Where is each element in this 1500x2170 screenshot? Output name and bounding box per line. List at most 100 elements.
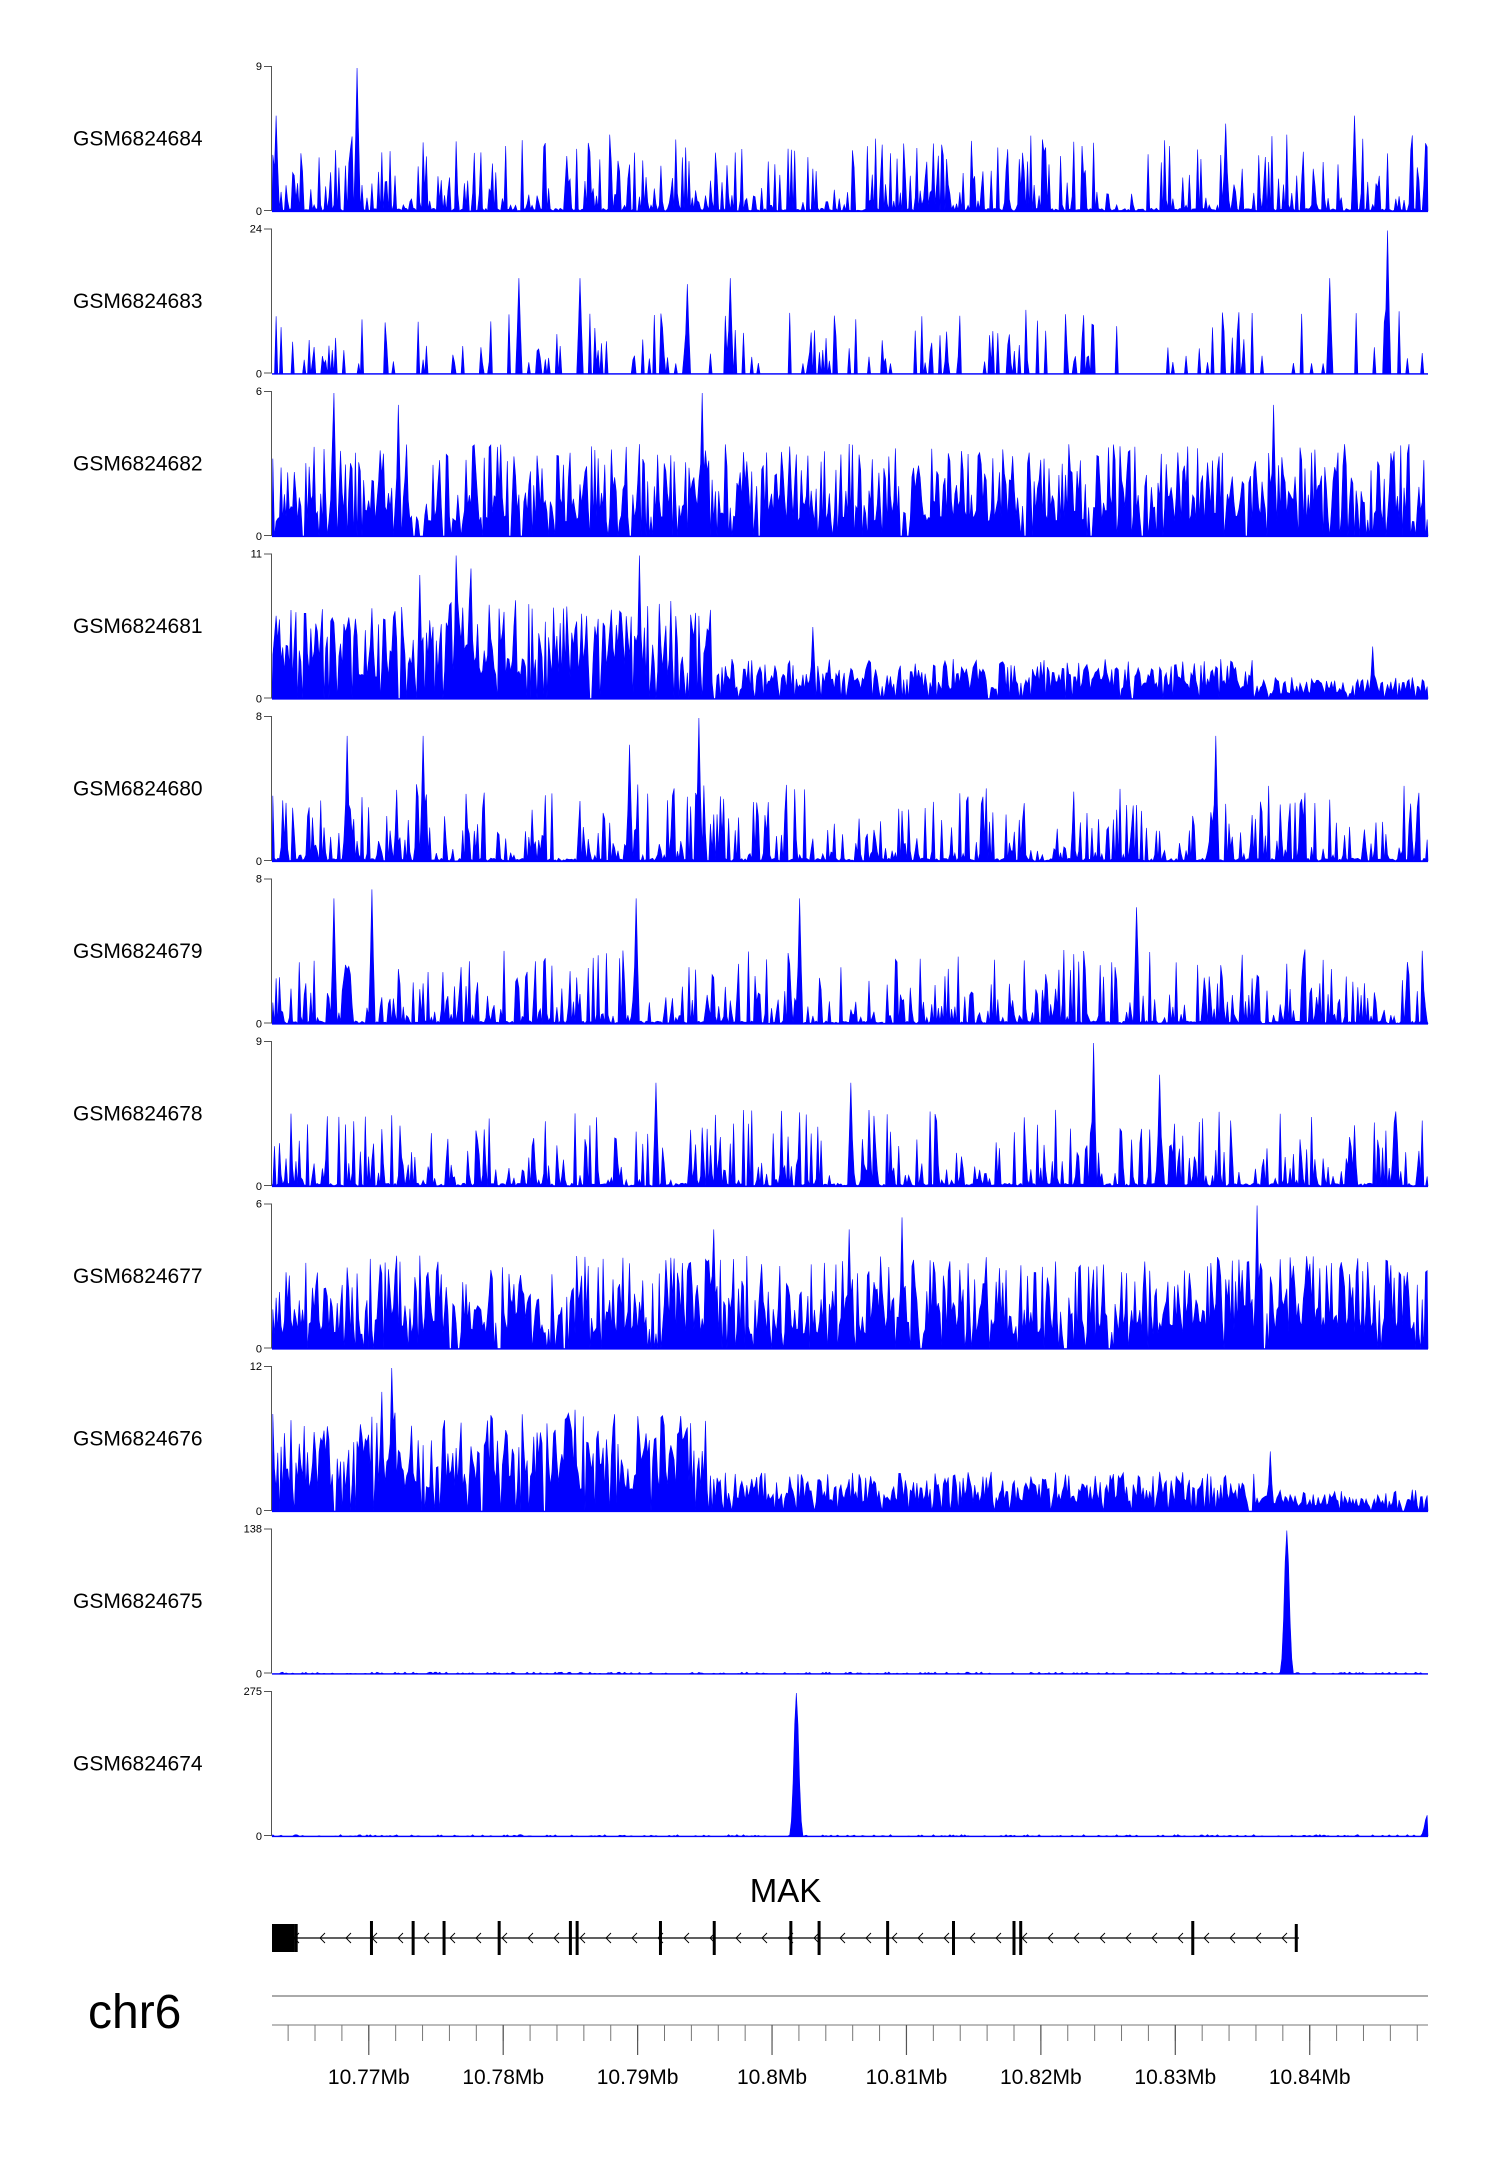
y-tick-label-max: 6 [256, 1199, 262, 1211]
strand-arrow [423, 1932, 430, 1944]
strand-arrow [1255, 1932, 1262, 1944]
track-label: GSM6824675 [73, 1590, 203, 1613]
track-label: GSM6824684 [73, 128, 203, 151]
strand-arrow [449, 1932, 456, 1944]
gene-exon [294, 1924, 298, 1952]
gene-exon [575, 1921, 579, 1955]
y-tick-label-min: 0 [256, 694, 262, 706]
strand-arrow [501, 1932, 508, 1944]
x-tick-label: 10.79Mb [597, 2066, 679, 2089]
gene-exon-block [272, 1924, 295, 1952]
x-tick-label: 10.77Mb [328, 2066, 410, 2089]
coverage-area [272, 230, 1428, 374]
strand-arrow [969, 1932, 976, 1944]
strand-arrow [943, 1932, 950, 1944]
coverage-area [271, 392, 1429, 537]
track-label: GSM6824676 [73, 1428, 203, 1451]
strand-arrow [891, 1932, 898, 1944]
y-tick-label-min: 0 [256, 1019, 262, 1031]
coverage-area [271, 1367, 1429, 1513]
y-tick-label-max: 11 [251, 549, 262, 561]
y-tick-label-max: 9 [256, 61, 262, 73]
x-tick-label: 10.78Mb [462, 2066, 544, 2089]
gene-exon [886, 1921, 890, 1955]
gene-track: MAK [272, 1872, 1299, 1955]
strand-arrow [579, 1932, 586, 1944]
track-GSM6824680: 8 0 GSM6824680 [73, 711, 1429, 868]
strand-arrow [1151, 1932, 1158, 1944]
y-tick-label-min: 0 [256, 1344, 262, 1356]
gene-exon [568, 1921, 572, 1955]
y-tick-label-min: 0 [256, 206, 262, 218]
y-tick-label-max: 12 [250, 1361, 262, 1373]
track-label: GSM6824682 [73, 453, 203, 476]
x-tick-label: 10.81Mb [866, 2066, 948, 2089]
coverage-area [271, 889, 1429, 1025]
track-label: GSM6824681 [73, 615, 203, 638]
coverage-area [271, 67, 1429, 212]
gene-exon [1012, 1921, 1016, 1955]
x-tick-label: 10.84Mb [1269, 2066, 1351, 2089]
y-tick-label-max: 275 [244, 1686, 262, 1698]
x-tick-label: 10.82Mb [1000, 2066, 1082, 2089]
track-label: GSM6824677 [73, 1265, 203, 1288]
track-GSM6824681: 11 0 GSM6824681 [73, 549, 1429, 706]
strand-arrow [995, 1932, 1002, 1944]
strand-arrow [1203, 1932, 1210, 1944]
gene-exon [952, 1921, 956, 1955]
gene-name-label: MAK [750, 1872, 822, 1909]
y-tick-label-min: 0 [256, 1181, 262, 1193]
strand-arrow [839, 1932, 846, 1944]
strand-arrow [1125, 1932, 1132, 1944]
track-label: GSM6824683 [73, 290, 203, 313]
y-tick-label-max: 24 [250, 224, 262, 236]
track-GSM6824682: 6 0 GSM6824682 [73, 386, 1429, 543]
coverage-area [271, 717, 1429, 862]
gene-exon [1191, 1921, 1195, 1955]
y-tick-label-min: 0 [256, 531, 262, 543]
strand-arrow [605, 1932, 612, 1944]
strand-arrow [345, 1932, 352, 1944]
gene-exon [369, 1921, 373, 1955]
track-GSM6824678: 9 0 GSM6824678 [73, 1036, 1429, 1193]
strand-arrow [397, 1932, 404, 1944]
track-GSM6824683: 24 0 GSM6824683 [73, 224, 1428, 381]
track-GSM6824675: 138 0 GSM6824675 [73, 1524, 1428, 1681]
coverage-area [271, 1042, 1429, 1187]
gene-exon [817, 1921, 821, 1955]
gene-exon [1294, 1924, 1298, 1952]
x-tick-label: 10.8Mb [737, 2066, 807, 2089]
coverage-area [271, 1205, 1429, 1349]
x-tick-label: 10.83Mb [1134, 2066, 1216, 2089]
genome-axis: chr6 10.77Mb 10.78Mb 10.79Mb 10.8Mb 10.81Mb 1… [88, 1986, 1428, 2089]
y-tick-label-max: 8 [256, 711, 262, 723]
coverage-area [272, 1530, 1428, 1674]
gene-exon [789, 1921, 793, 1955]
strand-arrow [527, 1932, 534, 1944]
strand-arrow [631, 1932, 638, 1944]
strand-arrow [917, 1932, 924, 1944]
y-tick-label-max: 138 [244, 1524, 262, 1536]
strand-arrow [813, 1932, 820, 1944]
y-tick-label-max: 6 [256, 386, 262, 398]
gene-exon [411, 1921, 415, 1955]
y-tick-label-min: 0 [256, 1669, 262, 1681]
strand-arrow [735, 1932, 742, 1944]
strand-arrow [1099, 1932, 1106, 1944]
track-GSM6824676: 12 0 GSM6824676 [73, 1361, 1429, 1518]
gene-exon [1019, 1921, 1023, 1955]
coverage-tracks: 9 0 GSM6824684 24 0 GSM6824683 6 0 GSM6824682 11 0… [73, 61, 1429, 1843]
gene-exon [497, 1921, 501, 1955]
strand-arrow [1281, 1932, 1288, 1944]
chromosome-label: chr6 [88, 1986, 181, 2039]
track-label: GSM6824680 [73, 778, 203, 801]
strand-arrow [1177, 1932, 1184, 1944]
y-tick-label-min: 0 [256, 369, 262, 381]
y-tick-label-max: 9 [256, 1036, 262, 1048]
strand-arrow [865, 1932, 872, 1944]
coverage-area [271, 555, 1429, 700]
strand-arrow [761, 1932, 768, 1944]
gene-exon [442, 1921, 446, 1955]
coverage-area [271, 1692, 1429, 1837]
